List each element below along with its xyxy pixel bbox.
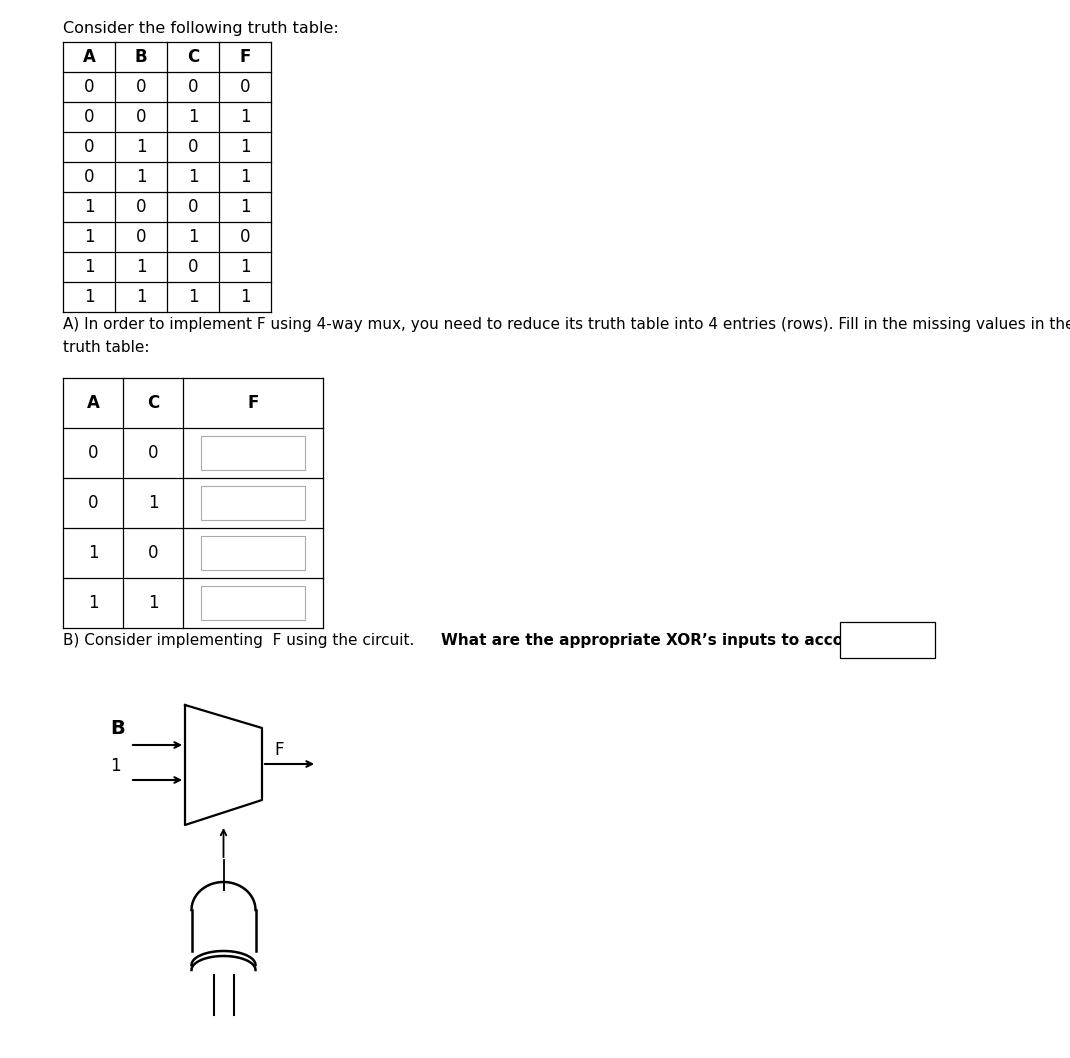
Text: 1: 1 bbox=[83, 229, 94, 247]
Text: 1: 1 bbox=[136, 258, 147, 276]
Text: 1: 1 bbox=[240, 258, 250, 276]
Text: B: B bbox=[110, 719, 125, 738]
Bar bbox=[201, 536, 305, 570]
Text: 0: 0 bbox=[187, 138, 198, 156]
Text: B: B bbox=[135, 48, 148, 66]
Text: 0: 0 bbox=[136, 108, 147, 126]
Text: 0: 0 bbox=[240, 229, 250, 247]
Text: 1: 1 bbox=[83, 258, 94, 276]
Text: 1: 1 bbox=[136, 138, 147, 156]
Text: 1: 1 bbox=[148, 494, 158, 512]
Text: 0: 0 bbox=[240, 78, 250, 96]
Text: 0: 0 bbox=[88, 494, 98, 512]
Text: 1: 1 bbox=[148, 594, 158, 612]
Text: 1: 1 bbox=[88, 594, 98, 612]
Text: 0: 0 bbox=[187, 78, 198, 96]
Text: A: A bbox=[87, 394, 100, 412]
Text: 0: 0 bbox=[83, 168, 94, 186]
Text: C: C bbox=[147, 394, 159, 412]
Text: 1: 1 bbox=[136, 288, 147, 306]
Text: 1: 1 bbox=[110, 758, 121, 776]
Text: A) In order to implement F using 4-way mux, you need to reduce its truth table i: A) In order to implement F using 4-way m… bbox=[63, 317, 1070, 332]
Bar bbox=[840, 622, 935, 658]
Text: 0: 0 bbox=[83, 78, 94, 96]
Text: 0: 0 bbox=[136, 78, 147, 96]
Text: 0: 0 bbox=[83, 108, 94, 126]
Text: 1: 1 bbox=[240, 168, 250, 186]
Text: 0: 0 bbox=[83, 138, 94, 156]
Text: Consider the following truth table:: Consider the following truth table: bbox=[63, 20, 339, 36]
Text: 1: 1 bbox=[83, 198, 94, 216]
Text: F: F bbox=[240, 48, 250, 66]
Text: 1: 1 bbox=[240, 138, 250, 156]
Text: 0: 0 bbox=[187, 258, 198, 276]
Text: 0: 0 bbox=[148, 544, 158, 562]
Text: 1: 1 bbox=[187, 108, 198, 126]
Text: 1: 1 bbox=[240, 108, 250, 126]
Text: 0: 0 bbox=[88, 444, 98, 462]
Text: B) Consider implementing  F using the circuit.: B) Consider implementing F using the cir… bbox=[63, 633, 419, 647]
Text: C: C bbox=[187, 48, 199, 66]
Text: A: A bbox=[82, 48, 95, 66]
Text: 1: 1 bbox=[240, 288, 250, 306]
Text: 1: 1 bbox=[136, 168, 147, 186]
Text: 1: 1 bbox=[88, 544, 98, 562]
Text: 1: 1 bbox=[83, 288, 94, 306]
Text: 0: 0 bbox=[136, 229, 147, 247]
Text: F: F bbox=[247, 394, 259, 412]
Text: 0: 0 bbox=[148, 444, 158, 462]
Bar bbox=[201, 586, 305, 620]
Text: F: F bbox=[274, 741, 284, 759]
Bar bbox=[201, 436, 305, 470]
Text: 1: 1 bbox=[187, 168, 198, 186]
Text: 1: 1 bbox=[187, 229, 198, 247]
Text: truth table:: truth table: bbox=[63, 341, 150, 355]
Text: 0: 0 bbox=[187, 198, 198, 216]
Bar bbox=[201, 486, 305, 519]
Text: 0: 0 bbox=[136, 198, 147, 216]
Text: 1: 1 bbox=[240, 198, 250, 216]
Text: What are the appropriate XOR’s inputs to accomplish it?: What are the appropriate XOR’s inputs to… bbox=[441, 633, 927, 647]
Text: 1: 1 bbox=[187, 288, 198, 306]
